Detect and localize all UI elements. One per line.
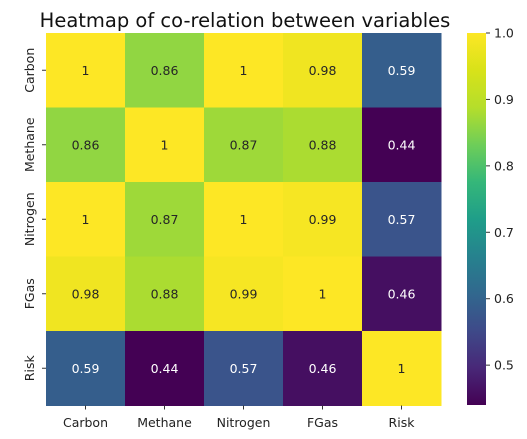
- cell-value-label: 0.44: [388, 137, 416, 152]
- heatmap-cell: [283, 182, 363, 257]
- heatmap-cell: [362, 256, 442, 332]
- cell-value-label: 0.86: [151, 63, 179, 78]
- heatmap-cell: [46, 331, 126, 406]
- colorbar: [467, 33, 486, 405]
- y-tick-label: Carbon: [22, 48, 37, 93]
- colorbar-tick-label: 0.8: [494, 158, 514, 173]
- x-tick-label: FGas: [307, 415, 338, 430]
- y-axis: Carbon Methane Nitrogen FGas Risk: [22, 48, 46, 381]
- cell-value-label: 1: [319, 286, 327, 301]
- cell-value-label: 0.59: [388, 63, 416, 78]
- cell-value-label: 0.46: [388, 286, 416, 301]
- cell-value-label: 1: [240, 212, 248, 227]
- cell-value-label: 0.87: [151, 212, 179, 227]
- cell-value-label: 0.87: [230, 137, 258, 152]
- colorbar-tick-label: 0.9: [494, 92, 514, 107]
- y-tick-label: Nitrogen: [22, 192, 37, 246]
- heatmap-cell: [362, 182, 442, 257]
- cell-value-label: 0.88: [309, 137, 337, 152]
- heatmap-cell: [283, 107, 363, 183]
- y-tick-label: Risk: [22, 355, 37, 382]
- x-tick-label: Carbon: [63, 415, 108, 430]
- heatmap-cell: [125, 331, 205, 406]
- x-tick-label: Methane: [137, 415, 192, 430]
- heatmap-cell: [204, 182, 284, 257]
- heatmap-cell: [46, 182, 126, 257]
- cell-value-label: 1: [161, 137, 169, 152]
- x-tick-label: Nitrogen: [217, 415, 271, 430]
- heatmap-cell: [125, 182, 205, 257]
- cell-value-label: 0.98: [72, 286, 100, 301]
- cell-value-label: 1: [398, 361, 406, 376]
- heatmap-cell: [204, 331, 284, 406]
- cell-value-label: 0.46: [309, 361, 337, 376]
- colorbar-tick-label: 0.7: [494, 225, 514, 240]
- heatmap-cell: [46, 256, 126, 332]
- colorbar-tick-label: 1.0: [494, 26, 514, 41]
- chart-title: Heatmap of co-relation between variables: [40, 9, 451, 32]
- cell-value-label: 0.59: [72, 361, 100, 376]
- cell-value-label: 0.99: [309, 212, 337, 227]
- heatmap-cell: [125, 33, 205, 108]
- x-axis: Carbon Methane Nitrogen FGas Risk: [63, 405, 416, 430]
- cell-value-label: 0.57: [230, 361, 258, 376]
- x-tick-label: Risk: [389, 415, 416, 430]
- heatmap-cell: [125, 256, 205, 332]
- cell-value-label: 0.88: [151, 286, 179, 301]
- heatmap-cell: [204, 256, 284, 332]
- cell-value-label: 1: [82, 212, 90, 227]
- y-tick-label: Methane: [22, 117, 37, 172]
- heatmap-cell: [362, 331, 442, 406]
- y-tick-label: FGas: [22, 278, 37, 309]
- heatmap-cell: [204, 107, 284, 183]
- cell-value-label: 1: [240, 63, 248, 78]
- heatmap-cell: [46, 33, 126, 108]
- heatmap-cells: 1 0.86 1 0.98 0.59 0.86 1 0.87 0.88 0.44 1 0.87 1 0.9…: [46, 33, 442, 406]
- heatmap-cell: [283, 256, 363, 332]
- cell-value-label: 0.86: [72, 137, 100, 152]
- cell-value-label: 0.98: [309, 63, 337, 78]
- heatmap-cell: [125, 107, 205, 183]
- colorbar-tick-label: 0.6: [494, 291, 514, 306]
- cell-value-label: 0.57: [388, 212, 416, 227]
- heatmap-cell: [46, 107, 126, 183]
- cell-value-label: 0.44: [151, 361, 179, 376]
- colorbar-tick-label: 0.5: [494, 358, 514, 373]
- heatmap-cell: [283, 33, 363, 108]
- cell-value-label: 0.99: [230, 286, 258, 301]
- heatmap-cell: [204, 33, 284, 108]
- heatmap-cell: [283, 331, 363, 406]
- heatmap-cell: [362, 107, 442, 183]
- cell-value-label: 1: [82, 63, 90, 78]
- colorbar-axis: 0.5 0.6 0.7 0.8 0.9 1.0: [486, 26, 514, 373]
- heatmap-cell: [362, 33, 442, 108]
